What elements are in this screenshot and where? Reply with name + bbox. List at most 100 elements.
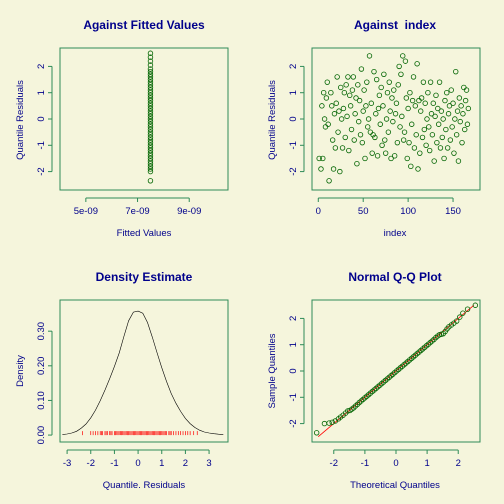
data-points	[313, 302, 479, 438]
data-point	[147, 74, 154, 80]
data-point	[443, 126, 449, 133]
data-point	[349, 87, 356, 93]
y-tick-label: -2	[288, 167, 299, 175]
data-point	[335, 129, 341, 135]
data-point	[147, 54, 154, 60]
data-point	[427, 79, 434, 85]
x-tick-label: 1	[159, 458, 164, 469]
chart-title: Density Estimate	[96, 270, 193, 284]
x-axis-label: Fitted Values	[117, 228, 172, 239]
data-point	[321, 420, 328, 427]
y-tick-label: -1	[288, 141, 299, 149]
data-point	[460, 111, 466, 117]
y-tick-label: 2	[288, 316, 299, 321]
data-point	[399, 113, 405, 120]
data-point	[147, 137, 154, 143]
y-tick-label: 1	[288, 90, 299, 95]
data-point	[461, 84, 467, 91]
x-tick-label: 50	[358, 206, 369, 217]
x-tick-label: 5e-09	[74, 206, 98, 217]
y-tick-label: -1	[36, 141, 47, 149]
data-point	[374, 153, 381, 159]
x-tick-label: 2	[183, 458, 188, 469]
axes: 0 50 100 150 -2 -1 0 1 2	[288, 64, 461, 217]
x-tick-label: 2	[456, 458, 461, 469]
data-point	[364, 79, 370, 85]
data-point	[147, 105, 154, 112]
data-point	[455, 158, 462, 164]
data-points	[147, 50, 154, 184]
data-point	[356, 118, 362, 125]
data-point	[419, 134, 426, 141]
data-point	[472, 302, 479, 308]
data-point	[347, 103, 354, 109]
data-point	[147, 124, 154, 130]
data-point	[341, 90, 348, 96]
x-tick-label: 0	[135, 458, 140, 469]
data-point	[397, 124, 403, 130]
data-point	[348, 126, 355, 133]
x-tick-label: 0	[393, 458, 398, 469]
data-point	[431, 336, 437, 343]
data-point	[326, 420, 332, 426]
data-point	[319, 103, 325, 109]
data-point	[147, 97, 154, 104]
data-point	[418, 108, 424, 114]
data-point	[441, 155, 447, 162]
data-point	[437, 145, 444, 151]
data-point	[354, 401, 361, 408]
data-point	[147, 76, 154, 83]
x-tick-label: -2	[87, 458, 95, 469]
data-point	[147, 103, 154, 109]
data-point	[413, 132, 419, 138]
data-point	[426, 124, 432, 130]
x-tick-label: 150	[445, 206, 461, 217]
data-point	[147, 153, 154, 159]
data-point	[400, 137, 407, 143]
x-axis-label: Theoretical Quantiles	[350, 480, 440, 491]
data-point	[448, 87, 454, 93]
data-point	[147, 71, 154, 77]
data-point	[380, 103, 386, 109]
data-point	[356, 97, 363, 104]
density-curve	[62, 310, 224, 435]
data-point	[431, 158, 437, 164]
data-point	[360, 108, 366, 114]
data-point	[361, 87, 367, 93]
data-point	[404, 155, 410, 162]
data-point	[414, 61, 420, 67]
data-point	[451, 150, 457, 156]
y-tick-label: 1	[288, 342, 299, 347]
data-point	[449, 124, 455, 130]
data-point	[344, 113, 350, 120]
data-point	[464, 306, 471, 312]
chart-title: Against Fitted Values	[83, 18, 205, 32]
data-point	[462, 126, 468, 133]
data-point	[147, 108, 154, 114]
data-point	[395, 82, 401, 88]
data-point	[444, 90, 450, 96]
data-point	[444, 145, 451, 151]
data-point	[352, 111, 358, 117]
axes: -3 -2 -1 0 1 2 3 0.00 0.10 0.20 0.30	[36, 322, 212, 469]
data-point	[147, 142, 154, 148]
data-point	[147, 66, 154, 72]
data-point	[406, 139, 412, 146]
data-point	[323, 95, 330, 101]
data-point	[456, 95, 463, 101]
data-point	[400, 53, 406, 59]
x-tick-label: 9e-09	[177, 206, 201, 217]
data-point	[379, 142, 385, 148]
data-point	[433, 92, 439, 99]
data-point	[391, 153, 398, 159]
data-point	[453, 132, 460, 138]
data-point	[458, 103, 464, 109]
data-point	[438, 108, 445, 114]
data-point	[388, 155, 394, 162]
data-point	[373, 111, 379, 117]
data-point	[378, 84, 384, 91]
data-point	[147, 147, 154, 154]
data-point	[368, 100, 374, 106]
panel-density-estimate: Density Estimate Quantile. Residuals Den…	[15, 270, 229, 491]
data-point	[147, 129, 154, 135]
